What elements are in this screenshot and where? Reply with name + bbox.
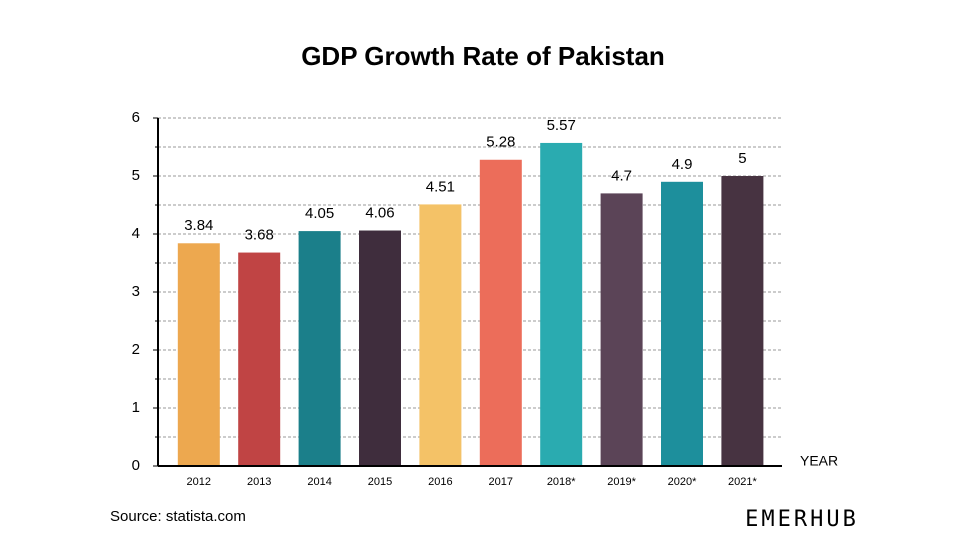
y-tick-label: 2 [132, 341, 140, 358]
bar [298, 231, 341, 466]
value-label: 5 [738, 150, 746, 167]
chart-title: GDP Growth Rate of Pakistan [301, 41, 665, 71]
value-label: 3.84 [184, 217, 213, 234]
x-tick-label: 2019* [607, 476, 636, 488]
y-tick-label: 1 [132, 399, 140, 416]
x-tick-label: 2020* [668, 476, 697, 488]
x-tick-label: 2016 [428, 476, 452, 488]
x-tick-label: 2015 [368, 476, 392, 488]
value-label: 4.51 [426, 178, 455, 195]
value-label: 4.05 [305, 205, 334, 222]
x-tick-label: 2021* [728, 476, 757, 488]
bar [600, 193, 643, 466]
y-tick-label: 6 [132, 109, 140, 126]
y-tick-label: 4 [132, 225, 140, 242]
bar [238, 252, 281, 466]
x-tick-label: 2017 [489, 476, 513, 488]
x-axis-label: YEAR [800, 453, 838, 469]
source: Source: statista.com [110, 508, 246, 525]
bar [721, 176, 764, 466]
value-label: 4.7 [611, 167, 632, 184]
x-tick-label: 2018* [547, 476, 576, 488]
value-label: 4.9 [672, 156, 693, 173]
bar [177, 243, 220, 466]
y-tick-label: 0 [132, 457, 140, 474]
bar [479, 159, 522, 466]
x-tick-label: 2013 [247, 476, 271, 488]
y-tick-label: 3 [132, 283, 140, 300]
x-tick-label: 2012 [187, 476, 211, 488]
value-label: 5.57 [547, 117, 576, 134]
x-tick-label: 2014 [307, 476, 331, 488]
bar [540, 142, 583, 466]
y-tick-label: 5 [132, 167, 140, 184]
value-label: 4.06 [365, 204, 394, 221]
logo: EMERHUB [745, 507, 859, 532]
value-label: 3.68 [245, 227, 274, 244]
value-label: 5.28 [486, 134, 515, 151]
bar [661, 181, 703, 467]
bar [419, 204, 462, 467]
bar [359, 230, 401, 466]
